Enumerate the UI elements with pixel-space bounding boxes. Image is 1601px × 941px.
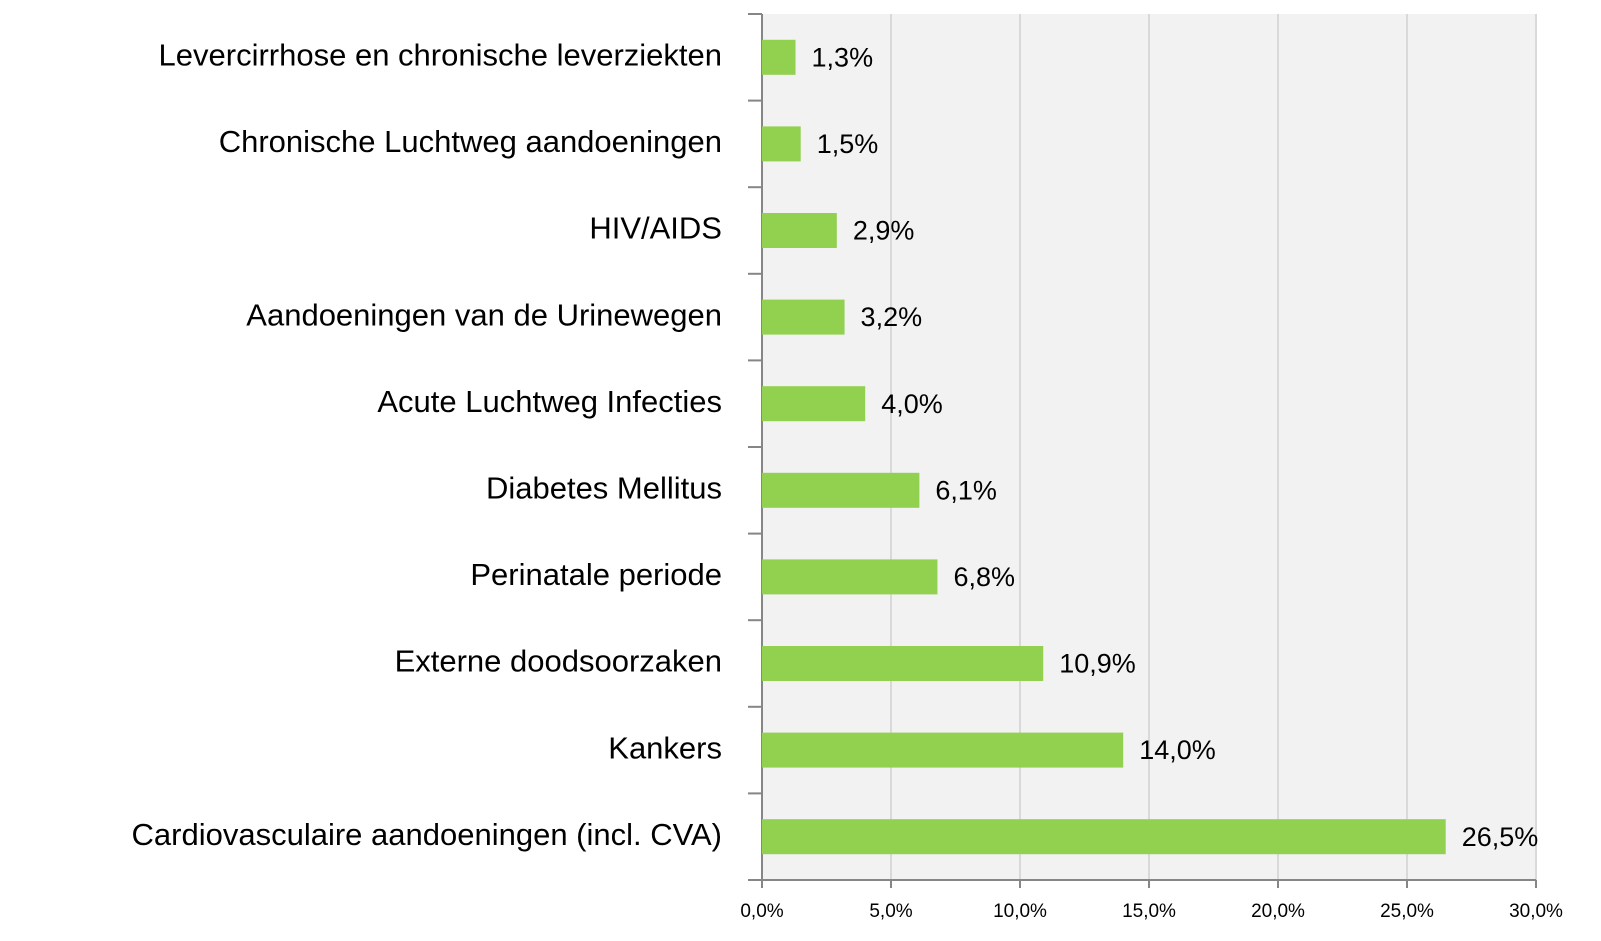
- value-label: 26,5%: [1462, 822, 1539, 852]
- y-tick-label: Aandoeningen van de Urinewegen: [246, 297, 722, 332]
- bar: [762, 213, 837, 248]
- y-tick-label: Levercirrhose en chronische leverziekten: [159, 37, 722, 72]
- value-label: 2,9%: [853, 216, 915, 246]
- y-tick-label: Diabetes Mellitus: [486, 470, 722, 505]
- bar: [762, 299, 845, 335]
- value-label: 1,5%: [817, 129, 879, 159]
- x-tick-label: 30,0%: [1509, 901, 1563, 922]
- value-label: 6,8%: [953, 562, 1015, 592]
- bar: [762, 646, 1044, 681]
- y-tick-label: Acute Luchtweg Infecties: [377, 384, 722, 419]
- bar: [762, 126, 801, 162]
- x-tick-label: 15,0%: [1122, 901, 1176, 922]
- value-label: 3,2%: [861, 302, 923, 332]
- value-label: 1,3%: [812, 42, 874, 72]
- y-tick-label: Externe doodsoorzaken: [395, 644, 722, 679]
- y-tick-label: Chronische Luchtweg aandoeningen: [219, 124, 722, 159]
- bar: [762, 732, 1124, 768]
- bar: [762, 559, 938, 595]
- x-tick-label: 5,0%: [869, 901, 912, 922]
- y-tick-label: Cardiovasculaire aandoeningen (incl. CVA…: [132, 817, 722, 852]
- bar: [762, 819, 1446, 855]
- value-label: 6,1%: [935, 475, 997, 505]
- x-tick-label: 20,0%: [1251, 901, 1305, 922]
- bar: [762, 39, 796, 75]
- value-label: 14,0%: [1139, 735, 1216, 765]
- bar: [762, 386, 866, 422]
- bar: [762, 472, 920, 508]
- y-tick-label: Kankers: [608, 730, 722, 765]
- value-label: 10,9%: [1059, 649, 1136, 679]
- value-label: 4,0%: [881, 389, 943, 419]
- x-tick-label: 10,0%: [993, 901, 1047, 922]
- y-tick-label: HIV/AIDS: [589, 211, 722, 246]
- x-tick-label: 25,0%: [1380, 901, 1434, 922]
- x-tick-label: 0,0%: [740, 901, 783, 922]
- y-tick-label: Perinatale periode: [470, 557, 722, 592]
